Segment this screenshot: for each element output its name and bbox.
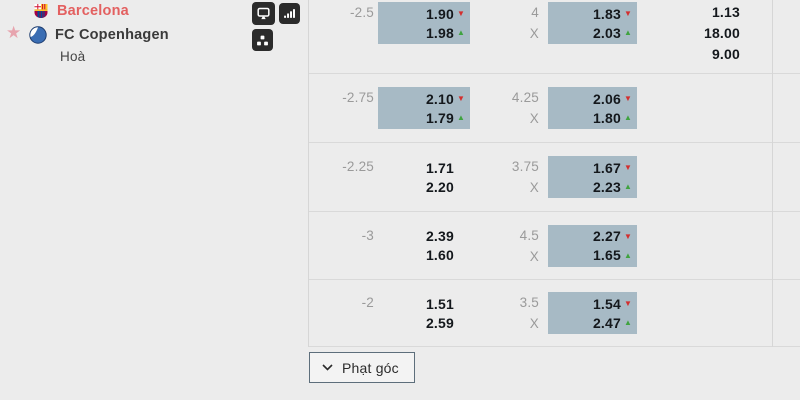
total-label: 4.25 X bbox=[511, 90, 539, 126]
tv-glyph bbox=[257, 7, 270, 20]
handicap-row: -3 2.39▼ 1.60▲ 4.5 X 2.27▼ 1.65▲ bbox=[309, 212, 800, 280]
home-team-row: Barcelona bbox=[33, 3, 129, 19]
total-odds-cell[interactable]: 1.67 ▼ 2.23 ▲ bbox=[548, 156, 637, 198]
home-odds[interactable]: 2.39 bbox=[425, 228, 454, 244]
total-odds-cell[interactable]: 1.54 ▼ 2.47 ▲ bbox=[548, 292, 637, 334]
handicap-odds-cell[interactable]: 1.90 ▼ 1.98 ▲ bbox=[378, 2, 470, 44]
copenhagen-logo-icon bbox=[29, 26, 47, 44]
match-panel: ★ Barcelona FC Copenhagen Hoà bbox=[0, 0, 308, 80]
over-odds[interactable]: 2.27 bbox=[592, 228, 621, 244]
total-label: 4.5 X bbox=[519, 227, 539, 264]
moneyline-home-odds[interactable]: 1.13 bbox=[711, 4, 740, 20]
trend-up-icon: ▲ bbox=[624, 28, 632, 37]
lineup-glyph bbox=[257, 35, 268, 45]
handicap-row: -2.75 2.10 ▼ 1.79 ▲ 4.25 X 2.06 ▼ 1.80 ▲ bbox=[309, 74, 800, 143]
trend-up-icon: ▲ bbox=[457, 28, 465, 37]
handicap-label: -2.5 bbox=[349, 5, 374, 20]
away-team-name: FC Copenhagen bbox=[55, 27, 169, 43]
stats-icon[interactable] bbox=[279, 3, 300, 24]
total-odds-cell[interactable]: 2.27 ▼ 1.65 ▲ bbox=[548, 224, 637, 267]
home-odds[interactable]: 1.71 bbox=[425, 159, 454, 176]
handicap-row: -2.25 1.71▼ 2.20▲ 3.75 X 1.67▼ 2.23▲ bbox=[309, 143, 800, 212]
over-odds[interactable]: 2.06 bbox=[592, 90, 621, 107]
trend-down-icon: ▼ bbox=[624, 94, 632, 103]
moneyline-column: 1.13 18.00 9.00 bbox=[637, 2, 800, 65]
handicap-odds-cell[interactable]: 1.51▼ 2.59▲ bbox=[378, 292, 470, 334]
favorite-star-icon[interactable]: ★ bbox=[6, 23, 22, 42]
handicap-odds-cell[interactable]: 1.71▼ 2.20▲ bbox=[378, 156, 470, 198]
over-odds[interactable]: 1.67 bbox=[592, 159, 621, 176]
panel-divider bbox=[308, 0, 309, 347]
handicap-label: -3 bbox=[361, 227, 374, 243]
draw-label: Hoà bbox=[60, 49, 86, 64]
trend-up-icon: ▲ bbox=[624, 113, 632, 122]
handicap-row: -2 1.51▼ 2.59▲ 3.5 X 1.54▼ 2.47▲ bbox=[309, 280, 800, 347]
under-odds[interactable]: 2.03 bbox=[592, 24, 621, 41]
total-label: 3.5 X bbox=[519, 295, 539, 331]
over-odds[interactable]: 1.83 bbox=[592, 5, 621, 22]
away-odds[interactable]: 1.79 bbox=[425, 109, 454, 126]
away-odds[interactable]: 1.60 bbox=[425, 247, 454, 263]
lineup-icon[interactable] bbox=[252, 29, 273, 51]
total-label: 3.75 X bbox=[511, 159, 539, 195]
trend-down-icon: ▼ bbox=[624, 9, 632, 18]
trend-down-icon: ▼ bbox=[624, 231, 632, 241]
total-odds-cell[interactable]: 2.06 ▼ 1.80 ▲ bbox=[548, 87, 637, 129]
trend-down-icon: ▼ bbox=[624, 299, 632, 308]
under-odds[interactable]: 2.47 bbox=[592, 314, 621, 331]
trend-down-icon: ▼ bbox=[457, 9, 465, 18]
trend-down-icon: ▼ bbox=[457, 94, 465, 103]
over-odds[interactable]: 1.54 bbox=[592, 295, 621, 312]
under-odds[interactable]: 2.23 bbox=[592, 178, 621, 195]
tv-icon[interactable] bbox=[252, 2, 275, 25]
home-odds[interactable]: 1.90 bbox=[425, 5, 454, 22]
barcelona-crest-icon bbox=[34, 4, 48, 18]
total-label: 4 X bbox=[529, 5, 539, 41]
handicap-label: -2.75 bbox=[342, 90, 374, 105]
trend-up-icon: ▲ bbox=[624, 182, 632, 191]
handicap-odds-cell[interactable]: 2.10 ▼ 1.79 ▲ bbox=[378, 87, 470, 129]
away-odds[interactable]: 1.98 bbox=[425, 24, 454, 41]
chevron-down-icon bbox=[322, 364, 333, 371]
under-odds[interactable]: 1.65 bbox=[592, 247, 621, 263]
table-right-divider bbox=[772, 0, 773, 347]
away-team-row: FC Copenhagen bbox=[29, 26, 169, 44]
handicap-odds-cell[interactable]: 2.39▼ 1.60▲ bbox=[378, 225, 470, 267]
under-odds[interactable]: 1.80 bbox=[592, 109, 621, 126]
trend-down-icon: ▼ bbox=[624, 163, 632, 172]
away-odds[interactable]: 2.20 bbox=[425, 178, 454, 195]
moneyline-draw-odds[interactable]: 9.00 bbox=[711, 46, 740, 62]
handicap-label: -2.25 bbox=[342, 159, 374, 174]
trend-up-icon: ▲ bbox=[624, 318, 632, 327]
handicap-row: -2.5 1.90 ▼ 1.98 ▲ 4 X 1.83 ▼ 2.03 ▲ 1.13 18… bbox=[309, 0, 800, 74]
corner-market-button[interactable]: Phạt góc bbox=[309, 352, 415, 383]
home-odds[interactable]: 2.10 bbox=[425, 90, 454, 107]
stats-glyph bbox=[284, 9, 295, 18]
trend-up-icon: ▲ bbox=[624, 250, 632, 260]
total-odds-cell[interactable]: 1.83 ▼ 2.03 ▲ bbox=[548, 2, 637, 44]
trend-up-icon: ▲ bbox=[457, 113, 465, 122]
handicap-label: -2 bbox=[361, 295, 374, 310]
home-odds[interactable]: 1.51 bbox=[425, 295, 454, 312]
home-team-name: Barcelona bbox=[57, 3, 129, 19]
away-odds[interactable]: 2.59 bbox=[425, 314, 454, 331]
moneyline-away-odds[interactable]: 18.00 bbox=[703, 25, 740, 41]
odds-table: -2.5 1.90 ▼ 1.98 ▲ 4 X 1.83 ▼ 2.03 ▲ 1.13 18… bbox=[309, 0, 800, 347]
corner-market-label: Phạt góc bbox=[342, 359, 399, 376]
